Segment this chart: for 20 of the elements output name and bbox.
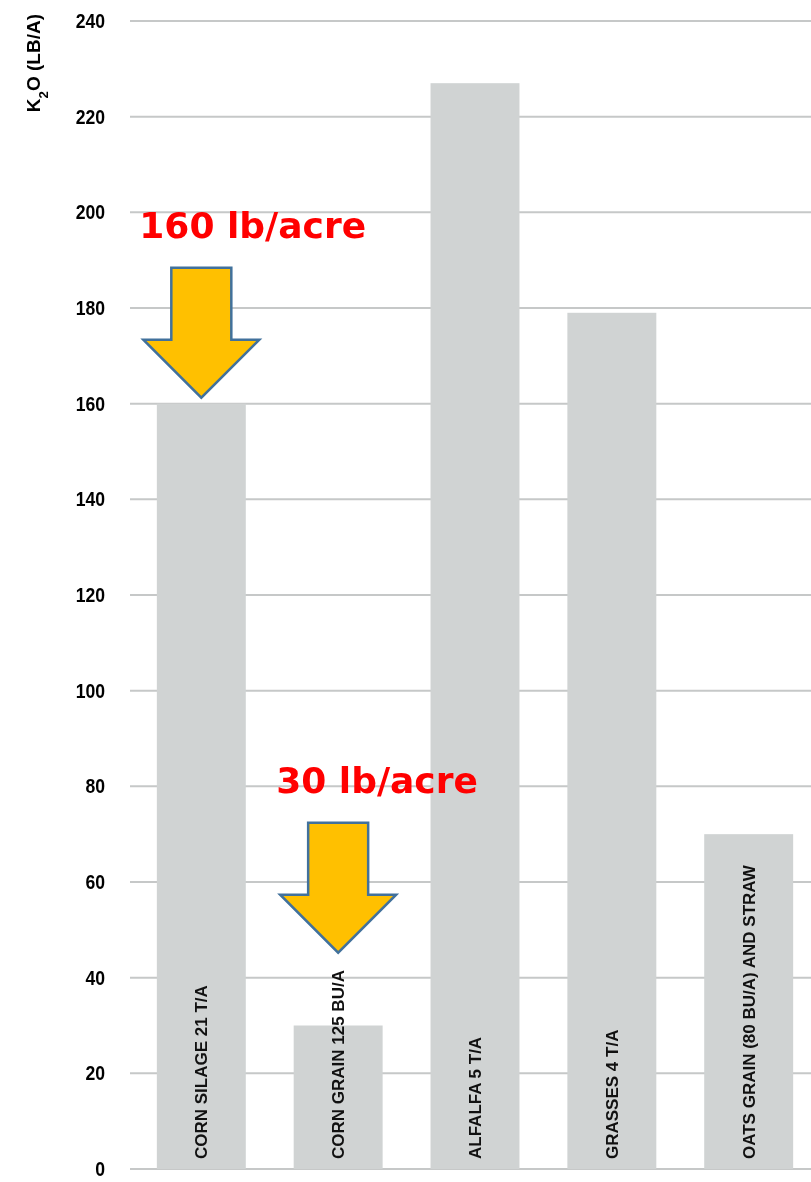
- x-tick-label: OATS GRAIN (80 BU/A) AND STRAW: [739, 864, 759, 1159]
- y-tick-label: 80: [85, 775, 105, 798]
- y-tick-label: 100: [75, 679, 105, 702]
- y-tick-label: 160: [75, 392, 105, 415]
- x-tick-label: ALFALFA 5 T/A: [465, 1036, 485, 1159]
- y-tick-label: 20: [85, 1062, 105, 1085]
- y-tick-label: 0: [95, 1157, 105, 1181]
- y-tick-label: 200: [75, 201, 105, 224]
- y-tick-label: 220: [75, 105, 105, 128]
- x-tick-label: CORN SILAGE 21 T/A: [192, 985, 212, 1159]
- annotation: 160 lb/acre: [139, 204, 367, 246]
- y-tick-label: 40: [85, 966, 105, 989]
- x-tick-label: GRASSES 4 T/A: [602, 1029, 622, 1159]
- y-tick-label: 240: [75, 9, 105, 33]
- x-tick-label: CORN GRAIN 125 BU/A: [329, 970, 349, 1159]
- y-tick-label: 60: [85, 870, 105, 894]
- y-tick-label: 180: [75, 296, 105, 320]
- y-tick-label: 120: [75, 583, 105, 607]
- annotation: 30 lb/acre: [276, 759, 478, 801]
- y-tick-label: 140: [75, 488, 105, 511]
